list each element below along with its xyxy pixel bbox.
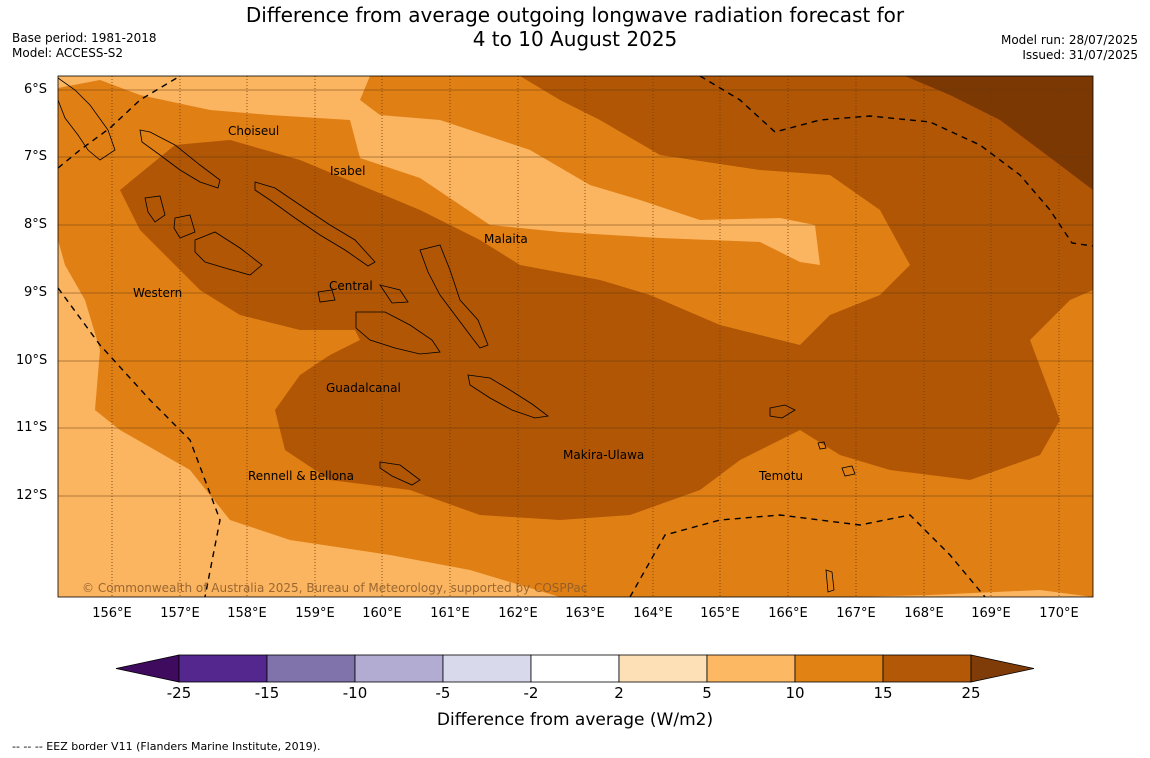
lat-label-12s: 12°S <box>16 488 48 503</box>
makira-island <box>467 374 550 419</box>
map-frame <box>57 75 1094 598</box>
lon-label-167e: 167°E <box>836 606 876 621</box>
lat-label-11s: 11°S <box>16 420 48 435</box>
region-label-central: Central <box>329 279 373 293</box>
colorbar-tick-minus25: -25 <box>166 684 192 702</box>
title-line-2: 4 to 10 August 2025 <box>472 27 678 51</box>
region-label-western: Western <box>133 286 183 300</box>
issued-date: Issued: 31/07/2025 <box>1022 48 1138 62</box>
meta-left: Base period: 1981-2018 Model: ACCESS-S2 <box>12 31 157 61</box>
lon-label-161e: 161°E <box>430 606 470 621</box>
region-label-guadalcanal: Guadalcanal <box>326 381 401 395</box>
colorbar-segment <box>882 654 972 683</box>
lon-label-170e: 170°E <box>1039 606 1079 621</box>
model-run: Model run: 28/07/2025 <box>1000 33 1138 47</box>
colorbar-segment <box>442 654 532 683</box>
lat-label-8s: 8°S <box>24 217 48 232</box>
colorbar-tick-15: 15 <box>873 684 893 702</box>
colorbar-segment <box>178 654 268 683</box>
colorbar-arrow-low <box>115 654 180 683</box>
lon-label-165e: 165°E <box>700 606 740 621</box>
colorbar-segment <box>618 654 708 683</box>
model-name: Model: ACCESS-S2 <box>12 46 124 60</box>
utupua-island <box>817 441 827 450</box>
lon-label-160e: 160°E <box>362 606 402 621</box>
tikopia-island <box>825 569 835 593</box>
lat-label-9s: 9°S <box>24 285 48 300</box>
eez-borders <box>58 76 1093 597</box>
colorbar-segment <box>266 654 356 683</box>
copyright-notice: © Commonwealth of Australia 2025, Bureau… <box>82 581 588 595</box>
lon-label-159e: 159°E <box>295 606 335 621</box>
region-label-rennell-bellona: Rennell & Bellona <box>248 469 355 483</box>
lat-label-7s: 7°S <box>24 149 48 164</box>
band-15-25 <box>120 76 1093 520</box>
lon-label-162e: 162°E <box>498 606 538 621</box>
santa-cruz-island <box>769 404 796 419</box>
colorbar-tick-minus2: -2 <box>523 684 539 702</box>
guadalcanal-island <box>355 311 441 355</box>
colorbar-tick-minus15: -15 <box>254 684 280 702</box>
lat-label-6s: 6°S <box>24 82 48 97</box>
colorbar-segment <box>794 654 884 683</box>
map-area <box>58 76 1093 597</box>
vanikoro-island <box>841 465 856 477</box>
colorbar <box>115 654 1035 683</box>
region-label-choiseul: Choiseul <box>228 124 280 138</box>
colorbar-tick-minus5: -5 <box>435 684 451 702</box>
colorbar-arrow-high <box>970 654 1035 683</box>
lon-label-158e: 158°E <box>227 606 267 621</box>
eez-footnote: -- -- -- EEZ border V11 (Flanders Marine… <box>12 740 321 753</box>
band-over-25 <box>905 76 1093 190</box>
meta-right: Model run: 28/07/2025 Issued: 31/07/2025 <box>1001 33 1138 63</box>
colorbar-label: Difference from average (W/m2) <box>436 710 714 730</box>
colorbar-tick-2: 2 <box>614 684 624 702</box>
colorbar-tick-10: 10 <box>785 684 805 702</box>
colorbar-segment <box>354 654 444 683</box>
region-label-malaita: Malaita <box>484 232 528 246</box>
base-period: Base period: 1981-2018 <box>12 31 157 45</box>
lon-label-157e: 157°E <box>160 606 200 621</box>
colorbar-segment <box>706 654 796 683</box>
map-title: Difference from average outgoing longwav… <box>0 3 1150 51</box>
colorbar-tick-minus10: -10 <box>342 684 368 702</box>
lon-label-163e: 163°E <box>565 606 605 621</box>
lon-label-166e: 166°E <box>768 606 808 621</box>
lon-label-164e: 164°E <box>633 606 673 621</box>
region-label-temotu: Temotu <box>759 469 804 483</box>
isabel-island <box>254 181 376 267</box>
colorbar-segment <box>530 654 620 683</box>
region-label-isabel: Isabel <box>330 164 366 178</box>
parallels <box>58 89 1093 497</box>
choiseul-island <box>139 129 221 189</box>
lon-label-156e: 156°E <box>92 606 132 621</box>
colorbar-tick-5: 5 <box>702 684 712 702</box>
new-georgia-islands <box>144 195 263 276</box>
lat-label-10s: 10°S <box>16 353 48 368</box>
region-label-makira-ulawa: Makira-Ulawa <box>563 448 645 462</box>
central-islands <box>317 284 409 304</box>
lon-label-168e: 168°E <box>904 606 944 621</box>
title-line-1: Difference from average outgoing longwav… <box>245 3 905 27</box>
island-coastlines <box>58 77 856 593</box>
colorbar-tick-25: 25 <box>961 684 981 702</box>
malaita-island <box>419 244 489 349</box>
bougainville <box>58 77 116 161</box>
rennell-island <box>379 461 421 486</box>
lon-label-169e: 169°E <box>971 606 1011 621</box>
